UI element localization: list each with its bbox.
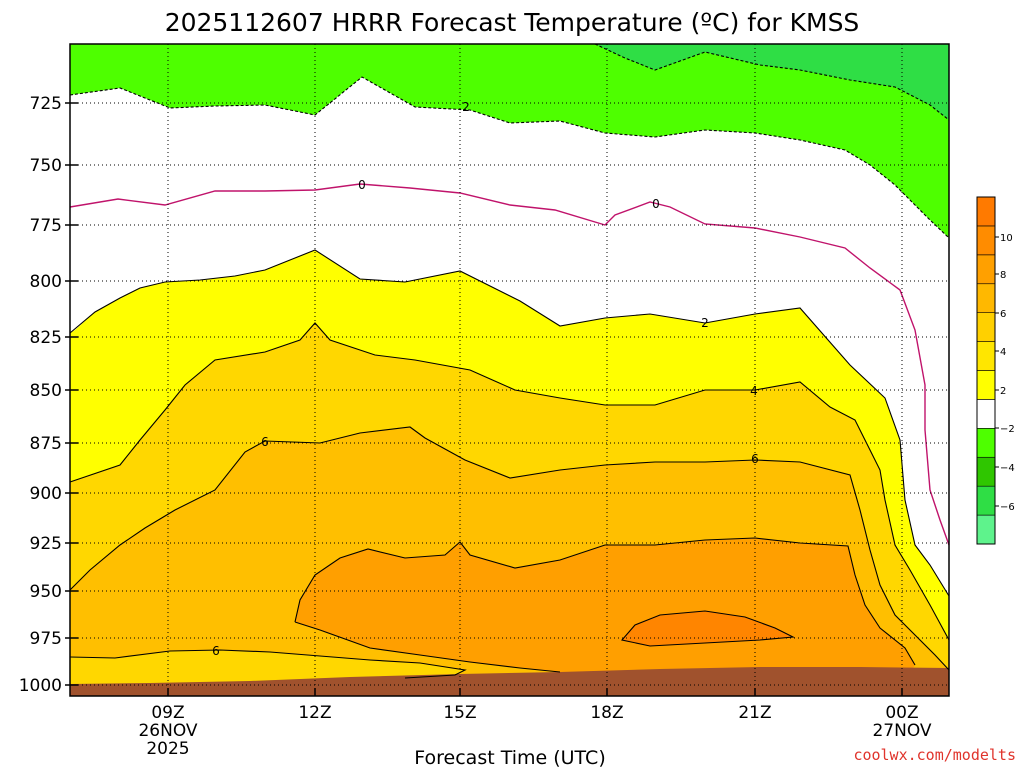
contour-8 [294, 537, 916, 673]
contour-label: 0 [652, 197, 660, 211]
contour-label: 4 [750, 384, 758, 398]
contour-4 [69, 322, 950, 641]
y-tick-label: 750 [30, 156, 62, 176]
contour-neg2 [69, 76, 950, 239]
colorbar-label: 6 [1000, 309, 1006, 320]
fill-8-to-10 [295, 538, 915, 682]
credit-text: coolwx.com/modelts [853, 746, 1016, 764]
y-tick-label: 850 [30, 381, 62, 401]
contour-label: 6 [212, 644, 220, 658]
contour-label: 6 [751, 452, 759, 466]
ground [70, 667, 949, 696]
y-tick-label: 975 [30, 629, 62, 649]
x-tick-label: 18Z [590, 703, 623, 723]
colorbar-frame [976, 196, 996, 545]
x-tick-label: 15Z [443, 703, 476, 723]
x-tick-label: 27NOV [872, 721, 931, 741]
x-tick-label: 2025 [146, 739, 189, 759]
colorbar-label: 8 [1000, 270, 1006, 281]
y-tick-label: 825 [30, 328, 62, 348]
chart-title: 2025112607 HRRR Forecast Temperature (ºC… [165, 8, 860, 37]
x-axis-label: Forecast Time (UTC) [414, 747, 605, 768]
x-tick-label: 26NOV [138, 721, 197, 741]
grid [70, 44, 949, 696]
colorbar-swatch [976, 370, 996, 400]
contour-neg4 [594, 43, 950, 121]
colorbar-label: 10 [1000, 233, 1013, 244]
fill-lt-neg4 [595, 44, 949, 120]
x-tick-label: 21Z [738, 703, 771, 723]
x-tick-label: 09Z [151, 703, 184, 723]
colorbar-swatch [976, 341, 996, 371]
x-tick-label: 00Z [885, 703, 918, 723]
plot-frame [69, 43, 950, 697]
y-axis: 725 750 775 800 825 850 875 900 925 950 975 1000 [19, 94, 78, 696]
colorbar-swatch [976, 485, 996, 516]
contour-0 [69, 183, 950, 546]
y-tick-label: 875 [30, 434, 62, 454]
y-tick-label: 725 [30, 94, 62, 114]
fill-10-to-12 [622, 611, 793, 646]
contour-label-group: 2 0 0 2 4 6 6 6 [212, 100, 759, 658]
colorbar-swatch [976, 254, 996, 285]
fill-lt-neg2 [70, 44, 949, 238]
colorbar-swatch [976, 514, 996, 545]
colorbar-label: −2 [1000, 424, 1015, 435]
contour-label: 2 [701, 316, 709, 330]
contour-label: 6 [261, 435, 269, 449]
colorbar-swatch [976, 456, 996, 487]
colorbar: 10 8 6 4 2 −2 −4 −6 [976, 196, 1015, 545]
colorbar-label: 4 [1000, 347, 1006, 358]
colorbar-label: −6 [1000, 502, 1015, 513]
contour-label: 0 [358, 178, 366, 192]
plot-area: 2 0 0 2 4 6 6 6 [69, 43, 950, 697]
colorbar-swatch [976, 196, 996, 227]
y-tick-label: 1000 [19, 676, 62, 696]
colorbar-swatch [976, 312, 996, 342]
colorbar-swatch [976, 399, 996, 429]
colorbar-swatch [976, 428, 996, 458]
colorbar-label: 2 [1000, 386, 1006, 397]
y-tick-label: 925 [30, 534, 62, 554]
contour-6-surface [69, 649, 467, 679]
y-tick-label: 775 [30, 216, 62, 236]
x-tick-label: 12Z [298, 703, 331, 723]
contour-label: 2 [462, 100, 470, 114]
colorbar-swatch [976, 225, 996, 256]
colorbar-label: −4 [1000, 463, 1015, 474]
y-tick-label: 900 [30, 484, 62, 504]
contour-lines [69, 43, 950, 679]
colorbar-swatch [976, 283, 996, 313]
contour-6 [69, 426, 950, 671]
contour-10 [620, 610, 795, 647]
contour-2 [69, 249, 950, 597]
y-tick-label: 800 [30, 272, 62, 292]
y-tick-label: 950 [30, 582, 62, 602]
